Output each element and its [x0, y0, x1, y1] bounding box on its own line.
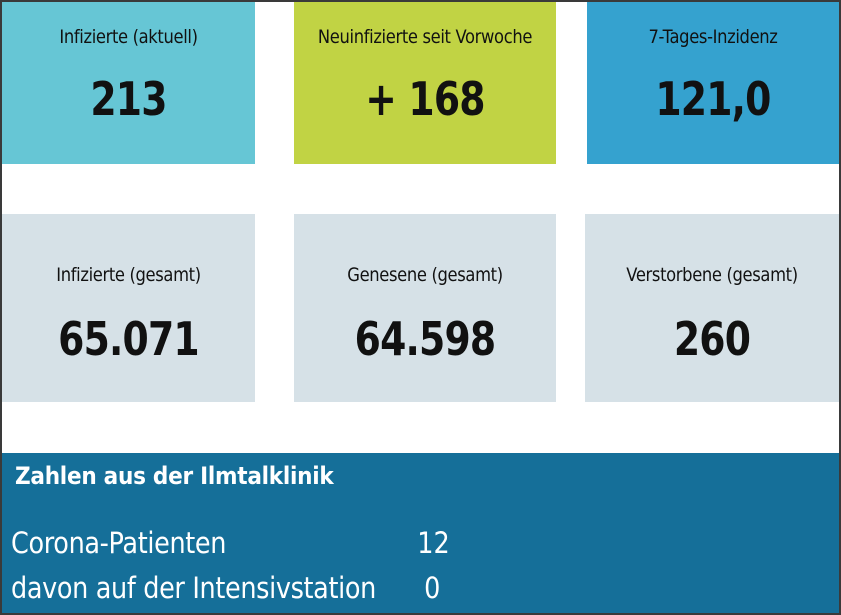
tile-value: 121,0	[655, 72, 771, 126]
clinic-title: Zahlen aus der Ilmtalklinik	[15, 462, 334, 490]
tile-neuinfizierte-vorwoche: Neuinfizierte seit Vorwoche + 168	[294, 2, 556, 164]
tile-7-tages-inzidenz: 7-Tages-Inzidenz 121,0	[587, 2, 839, 164]
tile-infizierte-aktuell: Infizierte (aktuell) 213	[2, 2, 255, 164]
tile-label: Infizierte (gesamt)	[56, 264, 201, 286]
clinic-panel: Zahlen aus der Ilmtalklinik Corona-Patie…	[2, 453, 839, 613]
corona-patients-value: 12	[417, 526, 450, 560]
tile-label: Genesene (gesamt)	[347, 264, 503, 286]
intensive-care-value: 0	[424, 571, 441, 605]
tile-value: 64.598	[354, 312, 496, 366]
tile-value: + 168	[365, 72, 485, 126]
tile-value: 65.071	[58, 312, 199, 366]
corona-patients-label: Corona-Patienten	[11, 526, 227, 560]
tile-verstorbene-gesamt: Verstorbene (gesamt) 260	[585, 214, 839, 402]
tile-value: 213	[90, 72, 167, 126]
tile-genesene-gesamt: Genesene (gesamt) 64.598	[294, 214, 556, 402]
tile-label: Infizierte (aktuell)	[59, 26, 198, 48]
intensive-care-label: davon auf der Intensivstation	[11, 571, 376, 605]
tile-label: Verstorbene (gesamt)	[626, 264, 798, 286]
tile-value: 260	[673, 312, 751, 366]
tile-label: Neuinfizierte seit Vorwoche	[317, 26, 533, 48]
tile-label: 7-Tages-Inzidenz	[648, 26, 778, 48]
tile-infizierte-gesamt: Infizierte (gesamt) 65.071	[2, 214, 255, 402]
